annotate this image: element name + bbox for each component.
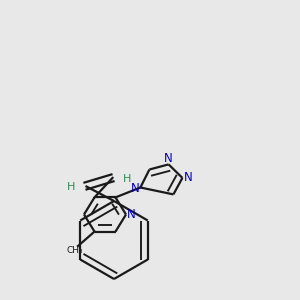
Text: H: H [123,174,131,184]
Text: N: N [183,171,192,184]
Text: N: N [127,208,136,221]
Text: H: H [67,182,75,192]
Text: N: N [130,182,140,195]
Text: N: N [164,152,173,166]
Text: CH₃: CH₃ [66,246,83,255]
